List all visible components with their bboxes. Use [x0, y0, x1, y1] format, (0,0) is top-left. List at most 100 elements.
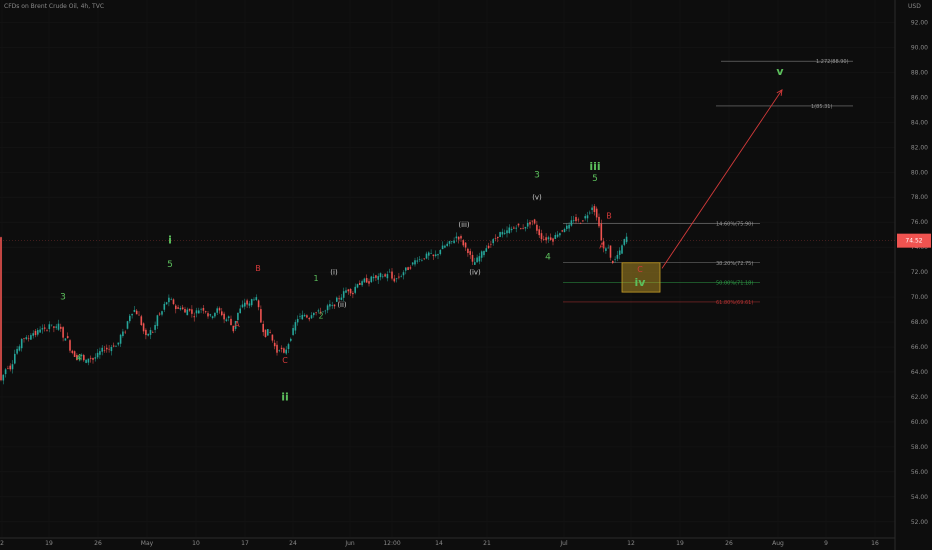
- price-tick-label: 92.00: [911, 19, 928, 26]
- candle-body: [349, 289, 352, 294]
- symbol-title: CFDs on Brent Crude Oil, 4h, TVC: [4, 3, 105, 10]
- candle-body: [276, 344, 278, 353]
- wave-label: (iii): [458, 221, 470, 229]
- candle-body: [207, 313, 209, 317]
- current-price-tag: [897, 233, 931, 248]
- candle-body: [195, 310, 198, 314]
- time-tick-label: Aug: [772, 540, 784, 547]
- time-tick-label: 26: [725, 540, 733, 547]
- candle-body: [382, 276, 384, 278]
- candle-body: [361, 281, 363, 286]
- candle-body: [513, 227, 515, 229]
- time-tick-label: 24: [289, 540, 297, 547]
- candle-body: [499, 232, 501, 238]
- candle-body: [92, 358, 94, 360]
- candle-body: [163, 303, 166, 310]
- candle-body: [154, 325, 156, 330]
- candle-body: [584, 216, 586, 219]
- candle-body: [234, 321, 237, 329]
- candle-body: [319, 311, 322, 313]
- candle-body: [2, 374, 5, 381]
- time-tick-label: 10: [192, 540, 200, 547]
- time-tick-label: 2: [0, 540, 4, 547]
- candle-body: [536, 224, 538, 231]
- fib-label: 38.20%(72.75): [716, 261, 753, 267]
- price-tick-label: 70.00: [911, 294, 928, 301]
- candle-body: [393, 278, 396, 282]
- candle-body: [147, 333, 149, 336]
- candle-body: [273, 342, 276, 347]
- candle-body: [262, 323, 264, 333]
- candle-body: [356, 284, 359, 288]
- time-axis[interactable]: 2 19 26 May 10 17 24 Jun 12:00 14 21 Jul 12 19 26 Aug 9 1…: [0, 537, 895, 547]
- candle-body: [257, 300, 260, 308]
- candle-body: [549, 237, 552, 240]
- price-tick-label: 72.00: [911, 269, 928, 276]
- candle-body: [543, 239, 545, 240]
- candle-body: [57, 323, 60, 330]
- candle-body: [193, 316, 195, 318]
- candle-body: [296, 318, 299, 323]
- candle-body: [455, 236, 458, 239]
- price-tick-label: 64.00: [911, 369, 928, 376]
- candle-body: [428, 252, 430, 256]
- candle-body: [106, 347, 108, 350]
- wave-label: (v): [532, 194, 542, 202]
- candle-body: [126, 321, 129, 329]
- candle-body: [432, 254, 435, 257]
- candle-body: [152, 331, 154, 333]
- price-tick-label: 90.00: [911, 44, 928, 51]
- candle-body: [457, 236, 460, 240]
- candle-body: [202, 307, 205, 311]
- candle-body: [322, 311, 324, 313]
- candle-body: [607, 247, 609, 249]
- wave-label: A: [234, 320, 240, 329]
- candle-body: [227, 316, 230, 319]
- candle-body: [593, 206, 596, 213]
- candle-body: [99, 351, 101, 355]
- candle-body: [200, 308, 202, 310]
- candle-body: [83, 355, 85, 361]
- candle-body: [290, 338, 292, 341]
- candle-body: [7, 368, 9, 369]
- candle-body: [112, 345, 115, 347]
- wave-label: iv: [635, 276, 647, 289]
- candle-body: [221, 311, 223, 316]
- candle-body: [386, 274, 389, 279]
- candle-body: [122, 331, 124, 337]
- candle-body: [225, 319, 228, 321]
- candle-body: [625, 236, 628, 243]
- price-tick-label: 86.00: [911, 94, 928, 101]
- candle-body: [129, 315, 131, 322]
- candle-body: [269, 332, 271, 333]
- time-tick-label: 12: [627, 540, 635, 547]
- candle-body: [285, 349, 287, 354]
- candle-body: [50, 324, 53, 326]
- arrow-head: [776, 89, 783, 96]
- candle-body: [223, 313, 225, 320]
- candle-body: [310, 315, 313, 319]
- candle-body: [559, 233, 561, 236]
- candle-body: [324, 310, 327, 312]
- candle-body: [301, 314, 304, 320]
- price-tick-label: 56.00: [911, 469, 928, 476]
- candle-body: [41, 328, 44, 330]
- candle-body: [586, 215, 589, 219]
- fib-label: 50.00%(71.18): [716, 280, 753, 286]
- candle-body: [425, 253, 428, 259]
- candle-body: [372, 276, 375, 279]
- candle-body: [280, 347, 283, 350]
- candle-body: [469, 251, 471, 255]
- candle-body: [133, 309, 136, 312]
- candle-body: [131, 313, 133, 316]
- time-tick-label: 14: [435, 540, 443, 547]
- candle-body: [416, 260, 419, 262]
- candle-body: [409, 267, 412, 269]
- candle-body: [317, 310, 320, 312]
- candle-body: [66, 336, 69, 339]
- wave-label: ii: [281, 391, 289, 404]
- candle-body: [561, 230, 563, 232]
- candle-body: [244, 302, 246, 307]
